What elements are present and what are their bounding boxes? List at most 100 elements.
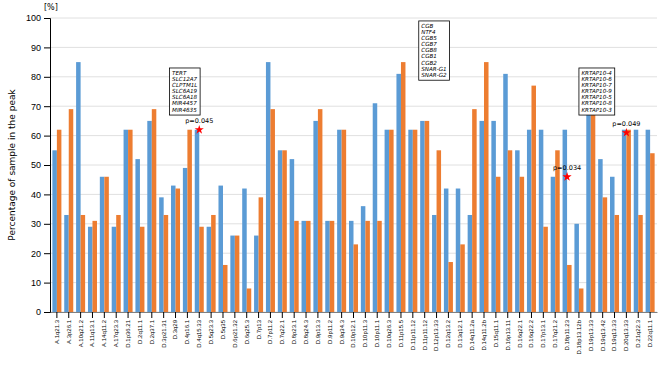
x-tick: A.1q21.3 — [54, 312, 60, 344]
text-box-line: SLC6A19 — [172, 88, 198, 94]
x-tick-label: D.2q37.1 — [149, 319, 155, 344]
x-tick-label: D.14q11.2a — [469, 319, 475, 350]
x-tick-label: D.18p13.12b — [576, 319, 582, 354]
x-tick: A.11q13.1 — [89, 312, 95, 347]
bar — [413, 130, 418, 312]
text-box: CGBNTF4CGB5CGB7CGB8CGB1CGB2SNAR-G1SNAR-G… — [419, 21, 450, 80]
x-tick-label: D.11p11.12 — [422, 319, 428, 350]
x-tick: D.6q25.3 — [244, 312, 250, 344]
text-box-frame — [579, 68, 615, 115]
y-tick: 50 — [31, 160, 50, 170]
bar — [472, 109, 477, 312]
x-tick-mark — [567, 312, 568, 318]
bar — [563, 130, 568, 312]
y-tick: 70 — [31, 102, 50, 112]
grid-line — [50, 47, 657, 48]
x-tick-mark — [614, 312, 615, 318]
x-tick-label: D.12p13.33 — [433, 319, 439, 351]
x-tick: A.3p26.1 — [66, 312, 72, 344]
bar — [508, 150, 513, 312]
x-tick: D.13q12.1 — [457, 312, 463, 348]
x-tick: D.7q22.1 — [279, 312, 285, 344]
x-tick: D.4q15.33 — [196, 312, 202, 348]
bar — [247, 288, 252, 312]
x-tick: D.10p11.3 — [362, 312, 368, 347]
annotation-star — [562, 172, 571, 181]
bar — [294, 221, 299, 312]
x-tick-mark — [389, 312, 390, 318]
text-box-frame — [170, 68, 201, 115]
text-box-line: KRTAP10-6 — [581, 76, 612, 82]
x-tick-label: D.19q13.42 — [600, 319, 606, 351]
x-tick-mark — [92, 312, 93, 318]
x-tick-label: D.17q21.2 — [552, 319, 558, 347]
x-tick: D.10p12.1 — [350, 312, 356, 348]
bar — [330, 221, 335, 312]
bar — [306, 221, 311, 312]
x-tick-label: D.22q11.1 — [647, 319, 653, 347]
x-tick-mark — [282, 312, 283, 318]
x-tick-label: D.7p11.2 — [267, 319, 273, 344]
x-tick: D.5q35 — [220, 312, 226, 339]
x-tick-label: D.9p13.3 — [315, 319, 321, 344]
bar — [574, 224, 579, 312]
x-tick-mark — [436, 312, 437, 318]
x-tick: D.10p11.1 — [374, 312, 380, 347]
x-tick-label: D.4q15.33 — [196, 319, 202, 347]
x-tick: D.15q11.1 — [493, 312, 499, 347]
x-tick: D.11p11.12 — [422, 312, 428, 350]
y-tick-mark — [44, 253, 50, 254]
text-box-line: KRTAP10-9 — [581, 88, 612, 94]
y-tick-label: 50 — [31, 160, 41, 170]
bar — [81, 215, 86, 312]
text-box-line: TERT — [172, 70, 187, 76]
x-tick-label: D.10p11.3 — [362, 319, 368, 347]
x-tick-label: D.19q13.33 — [611, 319, 617, 351]
x-tick-label: D.8p23.1 — [291, 319, 297, 344]
bar — [646, 130, 651, 312]
bar — [342, 130, 347, 312]
text-box-line: KRTAP10-5 — [581, 94, 612, 100]
y-axis-line — [44, 19, 51, 313]
annotation-star — [195, 125, 204, 134]
bar — [385, 130, 390, 312]
annotation-star — [622, 128, 631, 137]
x-tick: D.20q13.33 — [623, 312, 629, 351]
y-tick-mark — [44, 165, 50, 166]
x-tick-mark — [555, 312, 556, 318]
x-tick-mark — [602, 312, 603, 318]
x-tick: D.3p21.31 — [161, 312, 167, 348]
x-tick-label: D.7p13 — [256, 319, 262, 339]
bar — [207, 227, 212, 312]
x-tick-mark — [294, 312, 295, 318]
x-tick-mark — [484, 312, 485, 318]
x-tick-mark — [151, 312, 152, 318]
y-tick: 60 — [31, 131, 50, 141]
x-tick-label: D.11p15.5 — [398, 319, 404, 347]
x-tick: D.7p13 — [256, 312, 262, 339]
text-box-line: CGB — [421, 23, 433, 29]
bar — [69, 109, 74, 312]
bar — [520, 177, 525, 312]
x-tick: D.5q23.3 — [208, 312, 214, 344]
x-tick: D.11p11.12 — [410, 312, 416, 350]
x-tick-mark — [507, 312, 508, 318]
x-tick: D.10q26.3 — [386, 312, 392, 348]
y-tick: 0 — [36, 307, 50, 317]
bar — [242, 189, 247, 312]
bar — [420, 121, 425, 312]
bar — [183, 168, 188, 312]
bar — [159, 197, 164, 312]
x-tick-mark — [211, 312, 212, 318]
y-tick-label: 90 — [31, 43, 41, 53]
y-tick-label: 20 — [31, 249, 41, 259]
x-tick-label: A.10q21.2 — [78, 319, 84, 347]
chart-svg: A.1q21.3A.3p26.1A.10q21.2A.11q13.1A.14q1… — [0, 0, 667, 366]
bar — [354, 244, 359, 312]
bar — [480, 121, 485, 312]
bar — [349, 221, 354, 312]
x-axis: A.1q21.3A.3p26.1A.10q21.2A.11q13.1A.14q1… — [51, 312, 658, 354]
x-tick-label: D.19p13.33 — [588, 319, 594, 351]
x-tick-mark — [116, 312, 117, 318]
bar — [254, 236, 259, 312]
